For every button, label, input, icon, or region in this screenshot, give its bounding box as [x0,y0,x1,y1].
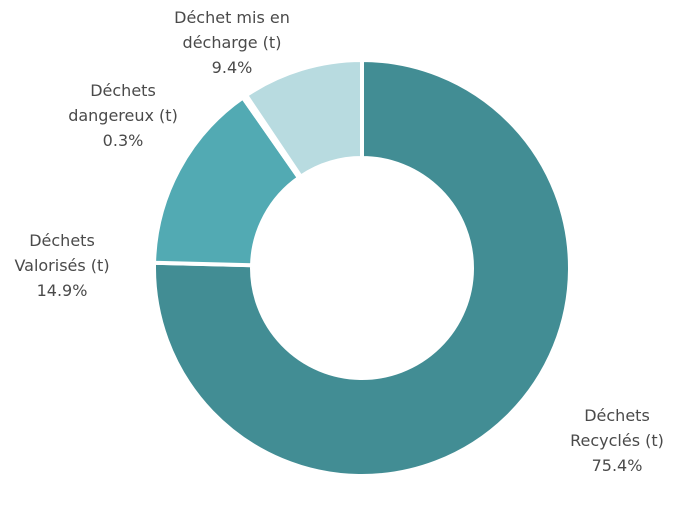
value-label: 14.9% [36,281,88,300]
category-name: Déchet mis en décharge (t) [174,8,290,52]
slice-label: Déchets Recyclés (t) 75.4% [562,403,672,478]
value-label: 0.3% [102,131,144,150]
donut-slice [152,57,572,478]
slice-label: Déchets Valorisés (t) 14.9% [7,228,117,303]
donut-slice [152,94,302,268]
category-name: Déchets Valorisés (t) [14,231,110,275]
donut-slice [243,57,364,180]
value-label: 9.4% [211,58,253,77]
slice-label: Déchets dangereux (t) 0.3% [63,78,183,153]
slice-label: Déchet mis en décharge (t) 9.4% [162,5,302,80]
category-name: Déchets dangereux (t) [68,81,178,125]
category-name: Déchets Recyclés (t) [570,406,664,450]
value-label: 75.4% [591,456,643,475]
